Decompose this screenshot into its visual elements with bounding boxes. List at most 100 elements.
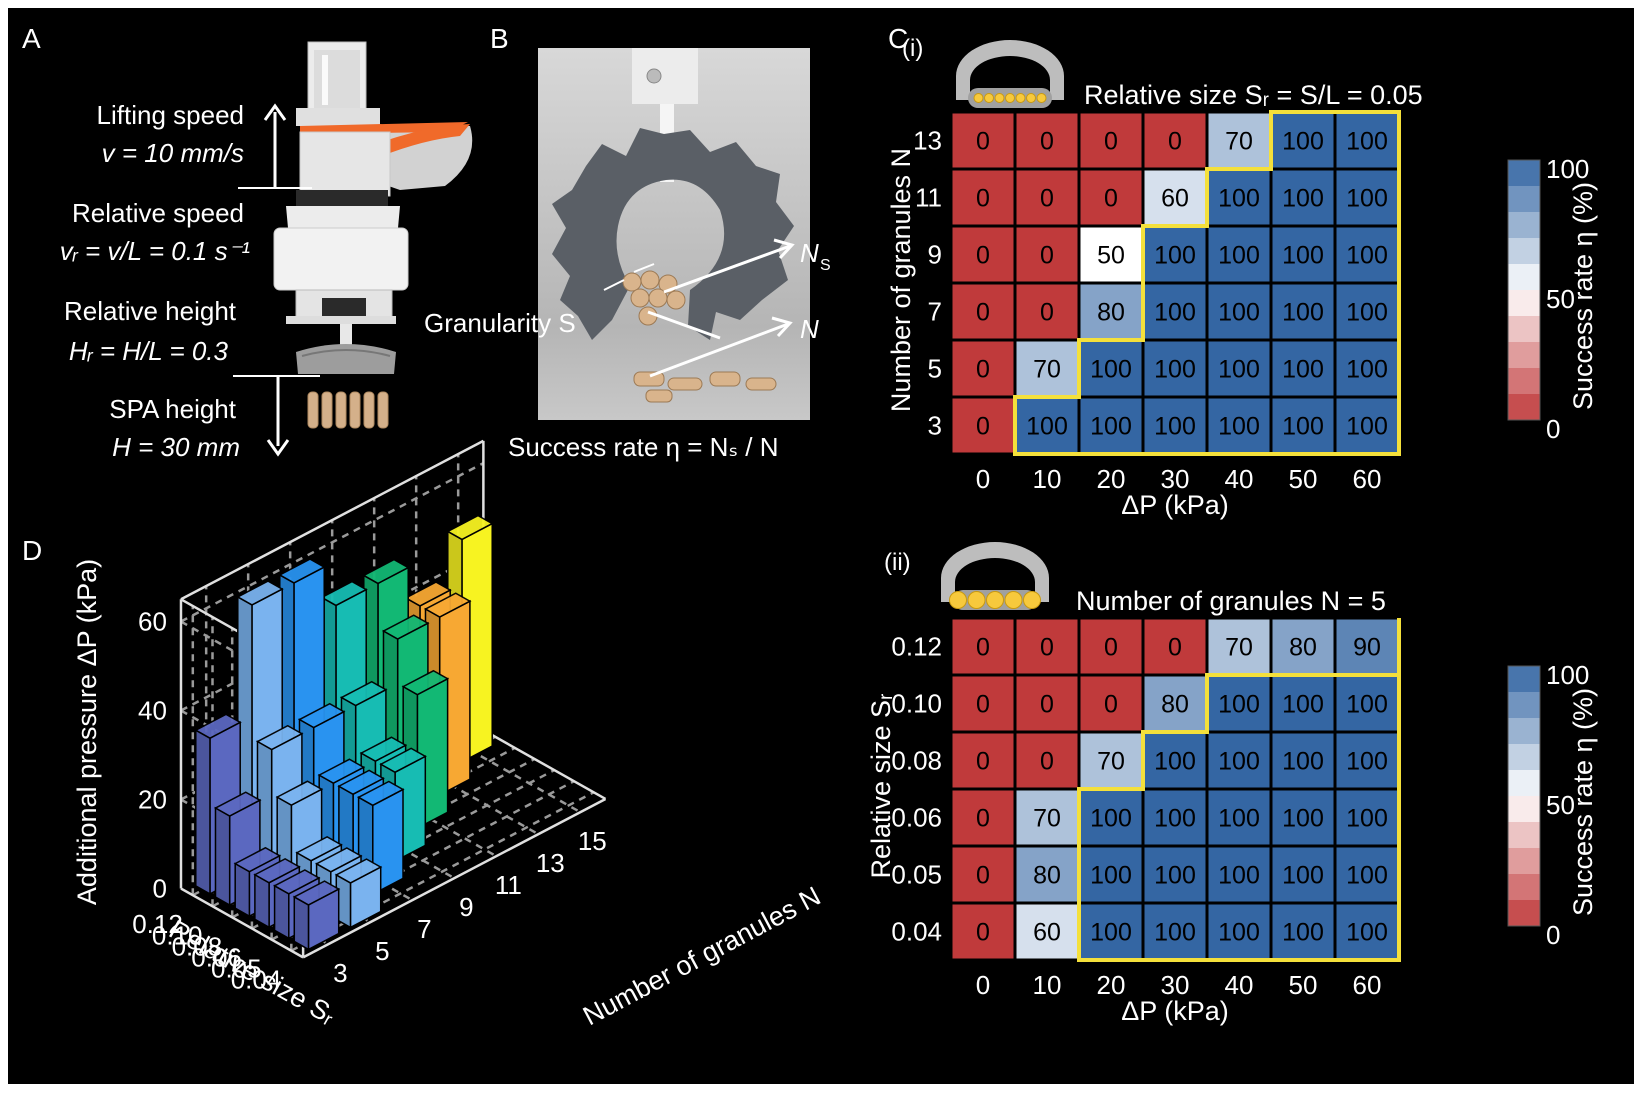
subpanel-label: (ii) (884, 549, 911, 576)
y-tick-label: 0.10 (891, 689, 942, 719)
bar-side (195, 728, 211, 896)
x-axis-label: ΔP (kPa) (1121, 996, 1229, 1026)
colorbar-segment (1508, 368, 1540, 395)
cell-value: 100 (1218, 805, 1260, 833)
cell-value: 100 (1218, 691, 1260, 719)
x-tick-label: 20 (1097, 464, 1126, 494)
cell-value: 0 (976, 748, 990, 776)
cell-value: 100 (1218, 919, 1260, 947)
cell-value: 100 (1154, 299, 1196, 327)
cell-value: 100 (1346, 128, 1388, 156)
cell-value: 100 (1218, 413, 1260, 441)
y-tick-label: 11 (915, 183, 942, 213)
cell-value: 0 (1168, 634, 1182, 662)
colorbar-segment (1508, 900, 1540, 927)
heatmap-title: Number of granules N = 5 (1076, 586, 1386, 616)
cell-value: 100 (1282, 356, 1324, 384)
size-tick-label: 0.12 (132, 909, 183, 939)
cell-value: 0 (1040, 242, 1054, 270)
heatmap-cell (1269, 787, 1337, 848)
x-tick-label: 0 (976, 464, 990, 494)
cell-value: 0 (1040, 185, 1054, 213)
granule-dot (967, 591, 986, 609)
cell-value: 100 (1090, 413, 1132, 441)
colorbar-frame (1507, 665, 1541, 927)
granule-dot (949, 591, 967, 609)
heatmap-cell (1205, 167, 1273, 228)
x-tick-label: 30 (1161, 970, 1190, 1000)
x-tick-label: 50 (1289, 970, 1318, 1000)
heatmap-cell (1013, 224, 1081, 285)
heatmap-cell (1333, 395, 1401, 456)
z-tick-label: 40 (138, 696, 167, 726)
subpanel-label: (i) (902, 35, 923, 62)
bar-top (423, 592, 472, 618)
heatmap-cell (1013, 673, 1081, 734)
colorbar-frame (1507, 159, 1541, 421)
cell-value: 0 (1040, 748, 1054, 776)
granule-dot (1005, 93, 1015, 103)
heatmap-cell (1077, 395, 1145, 456)
arch-shape (956, 40, 1064, 100)
cell-value: 0 (976, 413, 990, 441)
cell-value: 70 (1225, 128, 1253, 156)
heatmap-cell (1333, 787, 1401, 848)
granule-tick-label: 9 (459, 892, 473, 922)
ns-subscript: S (820, 257, 831, 274)
granule-dot (984, 93, 994, 103)
cell-value: 100 (1282, 862, 1324, 890)
cell-value: 0 (976, 691, 990, 719)
cell-value: 100 (1346, 805, 1388, 833)
cell-value: 0 (976, 634, 990, 662)
x-tick-label: 20 (1097, 970, 1126, 1000)
granule-dot (1004, 591, 1023, 609)
cell-value: 100 (1346, 862, 1388, 890)
y-tick-label: 7 (928, 297, 942, 327)
bars (194, 514, 494, 951)
y-tick-label: 5 (928, 354, 942, 384)
size-tick-label: 0.04 (231, 965, 282, 995)
cell-value: 0 (976, 805, 990, 833)
colorbar-tick: 50 (1546, 284, 1575, 314)
heatmap-cell (1205, 844, 1273, 905)
relative-height-label: Relative height (64, 296, 237, 326)
floor-grid-line (373, 786, 497, 858)
floor-grid-line (457, 742, 581, 814)
n-arrow-2 (649, 322, 789, 378)
size-tick-label: 0.05 (211, 954, 262, 984)
heatmap-cell (1269, 167, 1337, 228)
bar-side (254, 873, 270, 929)
wall-grid-line (180, 462, 484, 623)
heatmap-cell (1205, 110, 1273, 171)
heatmap-cell (1333, 167, 1401, 228)
size-tick-label: 0.10 (152, 920, 203, 950)
colorbar-segment (1508, 770, 1540, 797)
cell-value: 100 (1346, 413, 1388, 441)
colorbar-tick: 0 (1546, 414, 1560, 444)
cell-value: 70 (1225, 634, 1253, 662)
success-boundary (1077, 618, 1401, 962)
cell-value: 0 (1040, 299, 1054, 327)
bar-top (404, 581, 452, 607)
bar-top (315, 847, 363, 873)
panel-label-c: C (888, 23, 908, 54)
heatmap-cell (1013, 167, 1081, 228)
cell-value: 100 (1346, 748, 1388, 776)
granules-floor (633, 371, 777, 403)
heatmap-cell (949, 844, 1017, 905)
cell-value: 100 (1154, 413, 1196, 441)
granule-tick-label: 11 (495, 870, 522, 900)
relative-speed-eq: vᵣ = v/L = 0.1 s⁻¹ (60, 236, 251, 266)
colorbar-segment (1508, 848, 1540, 875)
granule-dot (1036, 93, 1047, 103)
colorbar-tick: 50 (1546, 790, 1575, 820)
cell-value: 0 (976, 242, 990, 270)
cell-value: 0 (1104, 185, 1118, 213)
cell-value: 100 (1346, 691, 1388, 719)
gripper-schematic (956, 40, 1064, 108)
heatmap-cell (1013, 901, 1081, 962)
bar (292, 880, 341, 951)
heatmap-cell (1077, 673, 1145, 734)
cell-value: 100 (1346, 242, 1388, 270)
